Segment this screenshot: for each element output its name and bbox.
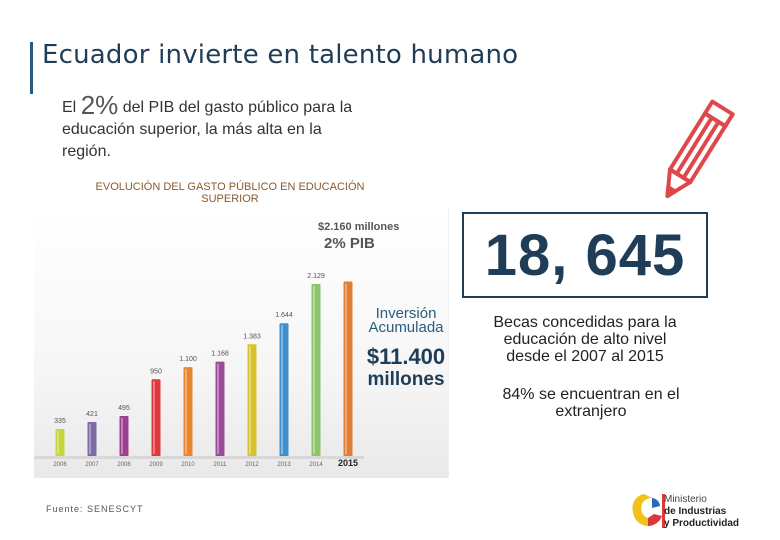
stat-desc-line1: Becas concedidas para la xyxy=(493,314,677,331)
scholarships-count: 18, 645 xyxy=(484,223,686,288)
value-label-2012: 1.383 xyxy=(243,333,261,340)
ministry-logo-text: Ministerio de Industrias y Productividad xyxy=(664,494,744,530)
value-label-2008: 495 xyxy=(118,405,130,412)
logo-line2: de Industrias xyxy=(664,506,727,517)
value-label-2010: 1.100 xyxy=(179,356,197,363)
bar-2008 xyxy=(119,416,129,456)
abroad-note: 84% se encuentran en el extranjero xyxy=(480,386,702,420)
logo-line3: y Productividad xyxy=(664,518,740,529)
bar-2011 xyxy=(215,361,225,456)
tick-label-2012: 2012 xyxy=(245,462,259,468)
tick-label-2011: 2011 xyxy=(214,462,228,468)
ministry-logo xyxy=(632,494,665,528)
bar-highlight-2010 xyxy=(185,369,187,454)
bar-highlight-2011 xyxy=(217,363,219,454)
value-label-2007: 421 xyxy=(86,411,98,418)
tick-label-2008: 2008 xyxy=(117,462,131,468)
chart-title-line1: EVOLUCIÓN DEL GASTO PÚBLICO EN EDUCACIÓN xyxy=(95,181,365,193)
intro-line1: del PIB del gasto público para la xyxy=(122,99,353,116)
investment-amount: $11.400 xyxy=(367,344,445,369)
chart-panel xyxy=(34,208,449,478)
bar-2015 xyxy=(343,281,353,456)
tick-label-2013: 2013 xyxy=(277,462,291,468)
stat-desc-line2: educación de alto nivel xyxy=(503,331,667,348)
logo-line1: Ministerio xyxy=(664,494,707,505)
source-note: Fuente: SENESCYT xyxy=(46,504,144,514)
stat-desc-line3: desde el 2007 al 2015 xyxy=(506,348,664,365)
tick-label-2014: 2014 xyxy=(309,462,323,468)
bar-2012 xyxy=(247,344,257,456)
intro-prefix: El xyxy=(62,99,77,116)
bar-2014 xyxy=(311,284,321,456)
tick-label-2007: 2007 xyxy=(85,462,99,468)
bar-highlight-2013 xyxy=(281,325,283,454)
abroad-note-line2: extranjero xyxy=(555,403,627,420)
bar-2010 xyxy=(183,367,193,456)
value-label-2006: 335 xyxy=(54,418,66,425)
logo-mark xyxy=(632,494,665,528)
value-label-2014: 2.129 xyxy=(307,273,325,280)
bar-highlight-2012 xyxy=(249,346,251,454)
highlight-line1: $2.160 millones xyxy=(318,221,399,233)
abroad-note-line1: 84% se encuentran en el xyxy=(502,386,680,403)
bar-highlight-2008 xyxy=(121,418,123,454)
bar-2009 xyxy=(151,379,161,456)
intro-text: El 2% del PIB del gasto público para la … xyxy=(62,92,402,163)
bar-highlight-2009 xyxy=(153,381,155,454)
bar-highlight-2014 xyxy=(313,286,315,454)
title-accent-bar xyxy=(30,42,33,94)
investment-line2: Acumulada xyxy=(368,319,444,336)
chart-baseline xyxy=(34,456,364,459)
bar-highlight-2006 xyxy=(57,430,59,454)
highlight-line2: 2% PIB xyxy=(324,235,375,252)
value-label-2013: 1.644 xyxy=(275,312,293,319)
value-label-2011: 1.168 xyxy=(211,351,229,358)
bar-highlight-2007 xyxy=(89,423,91,454)
chart-title: EVOLUCIÓN DEL GASTO PÚBLICO EN EDUCACIÓN… xyxy=(60,181,400,205)
bar-2013 xyxy=(279,323,289,456)
intro-line2: educación superior, la más alta en la xyxy=(62,121,322,138)
value-label-2009: 950 xyxy=(150,368,162,375)
chart-title-line2: SUPERIOR xyxy=(201,193,259,205)
intro-line3: región. xyxy=(62,143,111,160)
tick-label-2006: 2006 xyxy=(53,462,67,468)
investment-unit: millones xyxy=(367,369,444,390)
pencil-icon xyxy=(665,99,735,199)
bar-chart: 335 2006 421 2007 495 2008 950 2009 1.100 2010 1.1… xyxy=(34,221,445,468)
scholarships-stat-box: 18, 645 xyxy=(462,212,708,298)
tick-label-2015: 2015 xyxy=(338,458,358,468)
bar-2006 xyxy=(55,428,65,456)
intro-percent: 2% xyxy=(80,90,119,120)
tick-label-2009: 2009 xyxy=(149,462,163,468)
page-title: Ecuador invierte en talento humano xyxy=(42,40,519,70)
bar-2007 xyxy=(87,421,97,456)
bar-highlight-2015 xyxy=(345,283,347,454)
investment-line1: Inversión xyxy=(376,305,437,322)
tick-label-2010: 2010 xyxy=(181,462,195,468)
scholarships-description: Becas concedidas para la educación de al… xyxy=(470,314,700,365)
